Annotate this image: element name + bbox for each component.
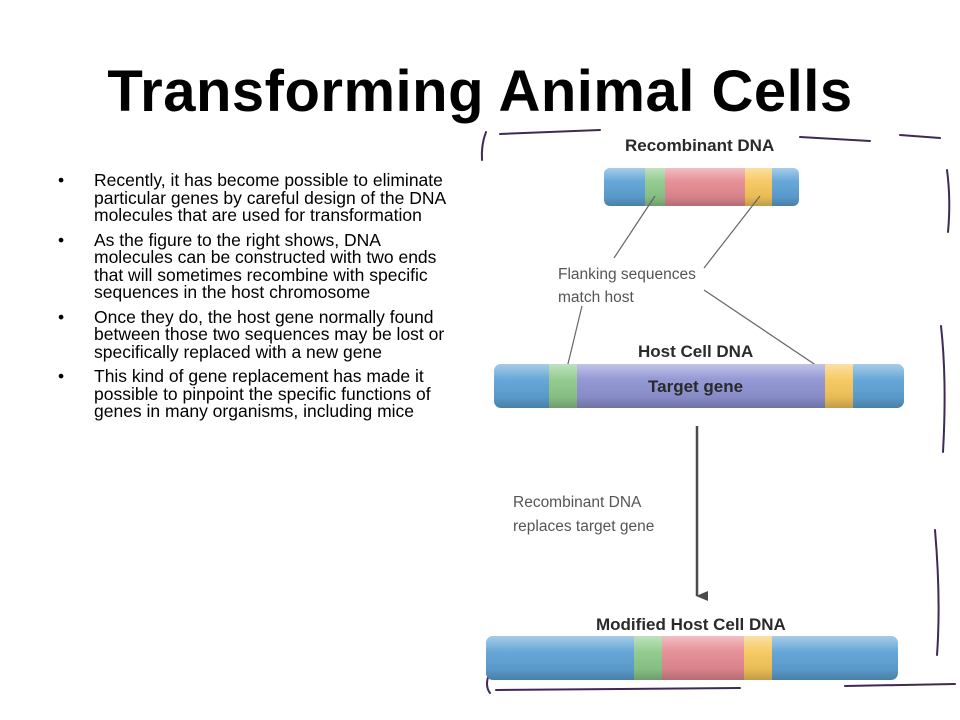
modified-host-dna-label: Modified Host Cell DNA [596, 615, 786, 634]
figure-frame [480, 129, 956, 694]
replaces-label-line2: replaces target gene [513, 518, 654, 535]
match-host-label: match host [558, 289, 635, 306]
target-gene-label: Target gene [648, 377, 743, 396]
bullet-item: Once they do, the host gene normally fou… [58, 308, 463, 362]
recombinant-dna-molecule [604, 168, 799, 206]
host-cell-dna-label: Host Cell DNA [638, 342, 753, 361]
flanking-pointer-lines [565, 195, 833, 377]
bullet-item: As the figure to the right shows, DNA mo… [58, 231, 463, 302]
bullet-item: Recently, it has become possible to elim… [58, 171, 463, 225]
bullet-item: This kind of gene replacement has made i… [58, 367, 463, 421]
recombinant-dna-label: Recombinant DNA [625, 136, 774, 155]
slide-title: Transforming Animal Cells [107, 59, 853, 124]
replaces-label-line1: Recombinant DNA [513, 494, 642, 511]
flanking-sequences-label: Flanking sequences [558, 266, 696, 283]
bullet-list: Recently, it has become possible to elim… [58, 171, 463, 428]
modified-host-dna-molecule [486, 636, 898, 680]
host-cell-dna-molecule [494, 364, 904, 408]
